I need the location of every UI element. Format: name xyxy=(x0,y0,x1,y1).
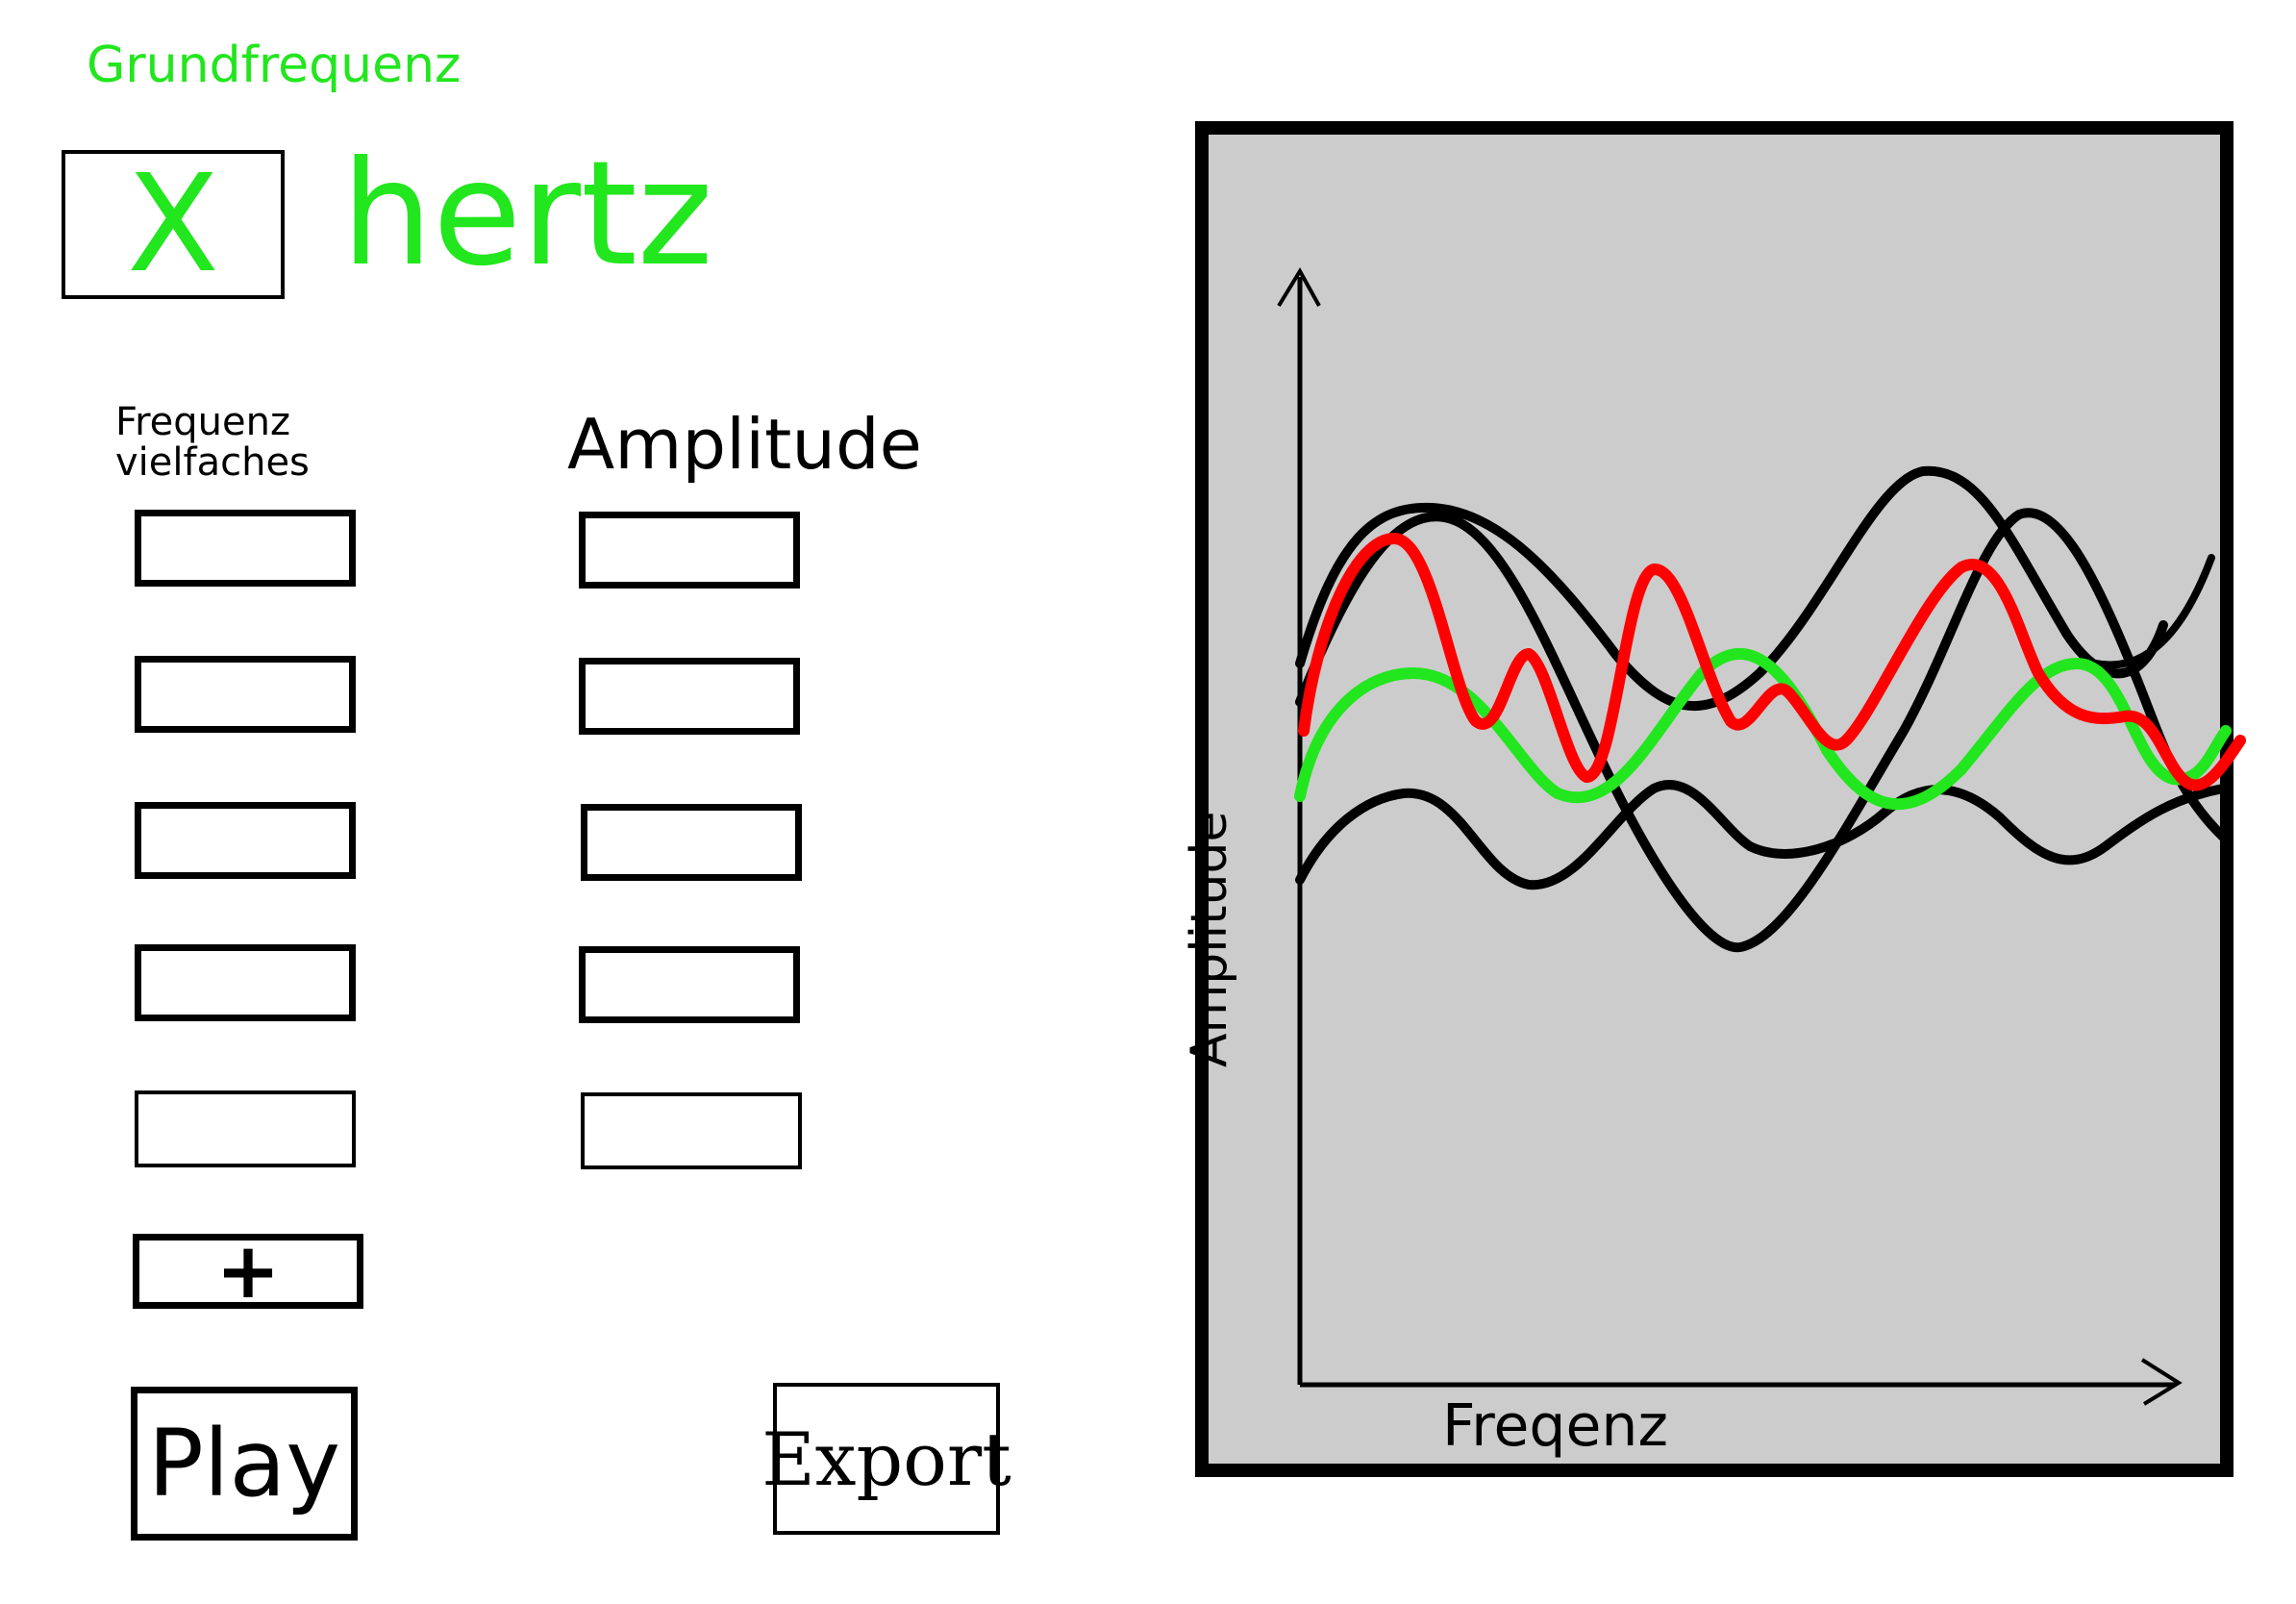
frequency-multiple-input-2[interactable] xyxy=(135,656,356,733)
component-wave-1 xyxy=(1295,465,2168,711)
frequency-multiple-input-4[interactable] xyxy=(135,944,356,1021)
amplitude-header: Amplitude xyxy=(567,404,922,485)
add-harmonic-button[interactable]: + xyxy=(133,1226,363,1316)
y-axis-arrow-icon xyxy=(1277,267,1321,308)
amplitude-input-3[interactable] xyxy=(581,804,802,881)
x-axis-label: Freqenz xyxy=(1442,1392,1668,1460)
amplitude-input-1[interactable] xyxy=(579,512,800,589)
frequency-multiple-input-1[interactable] xyxy=(135,510,356,587)
x-axis-arrow-icon xyxy=(2140,1358,2183,1406)
play-button-label: Play xyxy=(147,1410,341,1517)
y-axis-label: Amplitude xyxy=(1181,811,1238,1067)
play-button[interactable]: Play xyxy=(131,1387,358,1541)
base-frequency-value: X xyxy=(127,145,219,303)
export-button[interactable]: Export xyxy=(761,1383,1011,1535)
plus-icon: + xyxy=(215,1226,281,1316)
base-frequency-input[interactable]: X xyxy=(62,150,285,299)
base-frequency-unit: hertz xyxy=(341,131,713,298)
component-wave-2 xyxy=(1295,508,2228,953)
waveform-plot xyxy=(1195,121,2234,1477)
component-wave-4 xyxy=(2092,554,2215,669)
frequency-multiple-input-3[interactable] xyxy=(135,802,356,879)
base-frequency-label: Grundfrequenz xyxy=(87,37,462,94)
export-button-label: Export xyxy=(761,1416,1011,1502)
frequency-multiple-input-5[interactable] xyxy=(135,1090,356,1167)
amplitude-input-2[interactable] xyxy=(579,658,800,735)
sum-wave xyxy=(1298,532,2246,791)
component-wave-3 xyxy=(1295,780,2228,890)
amplitude-input-5[interactable] xyxy=(581,1092,802,1169)
frequency-multiple-header: Frequenz vielfaches xyxy=(115,400,310,485)
amplitude-input-4[interactable] xyxy=(579,946,800,1023)
